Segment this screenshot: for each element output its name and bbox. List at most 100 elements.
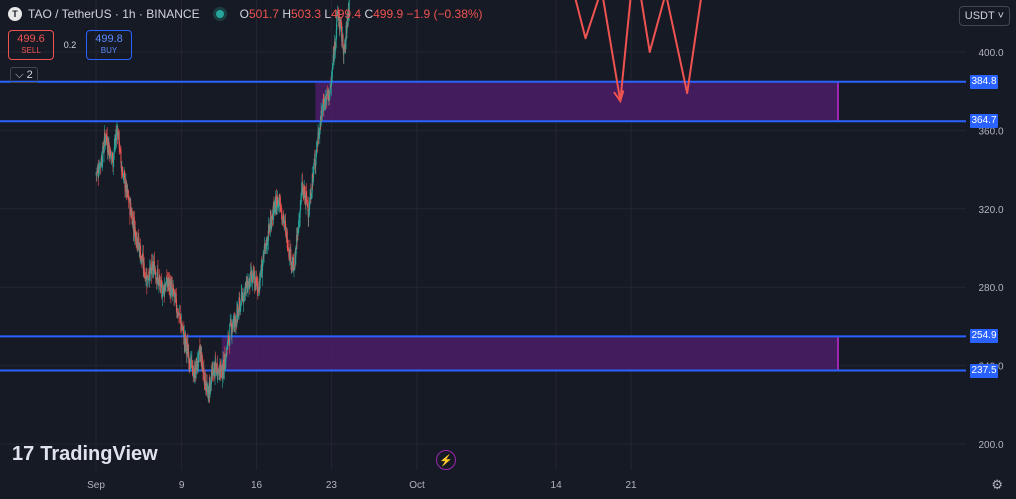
candle[interactable] <box>330 84 332 94</box>
x-axis[interactable]: Sep 9 16 23 Oct 14 21 <box>87 480 637 491</box>
candle[interactable] <box>208 385 210 404</box>
candle[interactable] <box>122 167 124 179</box>
candle[interactable] <box>140 259 142 265</box>
candle[interactable] <box>143 256 145 279</box>
candle[interactable] <box>202 355 204 371</box>
candle[interactable] <box>188 344 190 370</box>
candle[interactable] <box>121 166 123 176</box>
candle[interactable] <box>130 198 132 218</box>
candle[interactable] <box>249 272 251 288</box>
candle[interactable] <box>290 243 292 270</box>
candle[interactable] <box>267 236 269 255</box>
candle[interactable] <box>119 141 121 152</box>
candle[interactable] <box>341 16 343 47</box>
candle[interactable] <box>192 366 194 373</box>
horizontal-levels[interactable] <box>0 80 966 372</box>
candle[interactable] <box>297 227 299 242</box>
candle[interactable] <box>97 159 99 186</box>
candle[interactable] <box>104 129 106 146</box>
candle[interactable] <box>286 228 288 251</box>
candle[interactable] <box>342 32 344 51</box>
candle[interactable] <box>113 138 115 160</box>
candle[interactable] <box>300 201 302 212</box>
candle[interactable] <box>119 144 121 154</box>
candle[interactable] <box>170 277 172 298</box>
candle[interactable] <box>336 10 338 40</box>
candle[interactable] <box>343 39 345 50</box>
candle[interactable] <box>201 352 203 373</box>
candle[interactable] <box>229 322 231 346</box>
candle[interactable] <box>262 250 264 266</box>
candle[interactable] <box>320 102 322 127</box>
candle[interactable] <box>198 349 200 363</box>
candle[interactable] <box>310 183 312 204</box>
candle[interactable] <box>275 190 277 214</box>
candle[interactable] <box>172 288 174 302</box>
candle[interactable] <box>98 159 100 176</box>
candle[interactable] <box>311 166 313 199</box>
demand-zone[interactable] <box>315 81 839 122</box>
candle[interactable] <box>282 217 284 225</box>
candle[interactable] <box>252 273 254 283</box>
candle[interactable] <box>250 261 252 282</box>
candle[interactable] <box>147 268 149 280</box>
candle[interactable] <box>325 89 327 111</box>
candle[interactable] <box>158 277 160 293</box>
candle[interactable] <box>347 2 349 27</box>
candle[interactable] <box>237 303 239 323</box>
candle[interactable] <box>336 12 338 22</box>
candle[interactable] <box>96 167 98 181</box>
candle[interactable] <box>95 172 97 182</box>
candle[interactable] <box>214 354 216 386</box>
bolt-icon[interactable]: ⚡ <box>436 450 456 470</box>
level-price-label[interactable]: 384.8 <box>970 74 998 89</box>
candle[interactable] <box>189 357 191 374</box>
candle[interactable] <box>146 277 148 288</box>
candle[interactable] <box>159 275 161 294</box>
candle[interactable] <box>240 284 242 307</box>
candle[interactable] <box>212 362 214 382</box>
candle[interactable] <box>118 129 120 155</box>
candle[interactable] <box>332 65 334 71</box>
candle[interactable] <box>312 177 314 186</box>
candle[interactable] <box>236 300 238 328</box>
candle[interactable] <box>284 216 286 232</box>
candle[interactable] <box>321 110 323 121</box>
candle[interactable] <box>304 185 306 205</box>
candle[interactable] <box>106 127 108 147</box>
candle[interactable] <box>155 270 157 284</box>
candle[interactable] <box>340 18 342 32</box>
candle[interactable] <box>318 127 320 140</box>
candle[interactable] <box>116 124 118 149</box>
candle[interactable] <box>206 374 208 397</box>
gear-icon[interactable]: ⚙ <box>991 477 1003 492</box>
candle[interactable] <box>190 353 192 373</box>
candle[interactable] <box>330 71 332 96</box>
candle[interactable] <box>141 255 143 268</box>
candle[interactable] <box>265 239 267 254</box>
market-status-icon[interactable] <box>215 10 224 18</box>
candle[interactable] <box>278 193 280 214</box>
candle[interactable] <box>344 43 346 53</box>
level-price-label[interactable]: 254.9 <box>970 329 998 344</box>
candle[interactable] <box>323 93 325 117</box>
candle[interactable] <box>203 359 205 383</box>
demand-zone[interactable] <box>221 336 839 371</box>
candle[interactable] <box>227 329 229 350</box>
candle[interactable] <box>262 260 264 271</box>
candle[interactable] <box>268 217 270 251</box>
candle[interactable] <box>247 278 249 298</box>
candle[interactable] <box>307 196 309 227</box>
candles[interactable] <box>95 0 500 404</box>
candle[interactable] <box>232 313 234 331</box>
candle[interactable] <box>260 269 262 281</box>
candle[interactable] <box>159 269 161 290</box>
candle[interactable] <box>136 230 138 251</box>
candle[interactable] <box>206 382 208 398</box>
candle[interactable] <box>283 210 285 228</box>
candle[interactable] <box>110 146 112 157</box>
candle[interactable] <box>256 270 257 286</box>
candle[interactable] <box>334 38 336 55</box>
indicators-toggle[interactable]: ⌵ 2 <box>10 67 38 83</box>
candle[interactable] <box>165 275 167 286</box>
